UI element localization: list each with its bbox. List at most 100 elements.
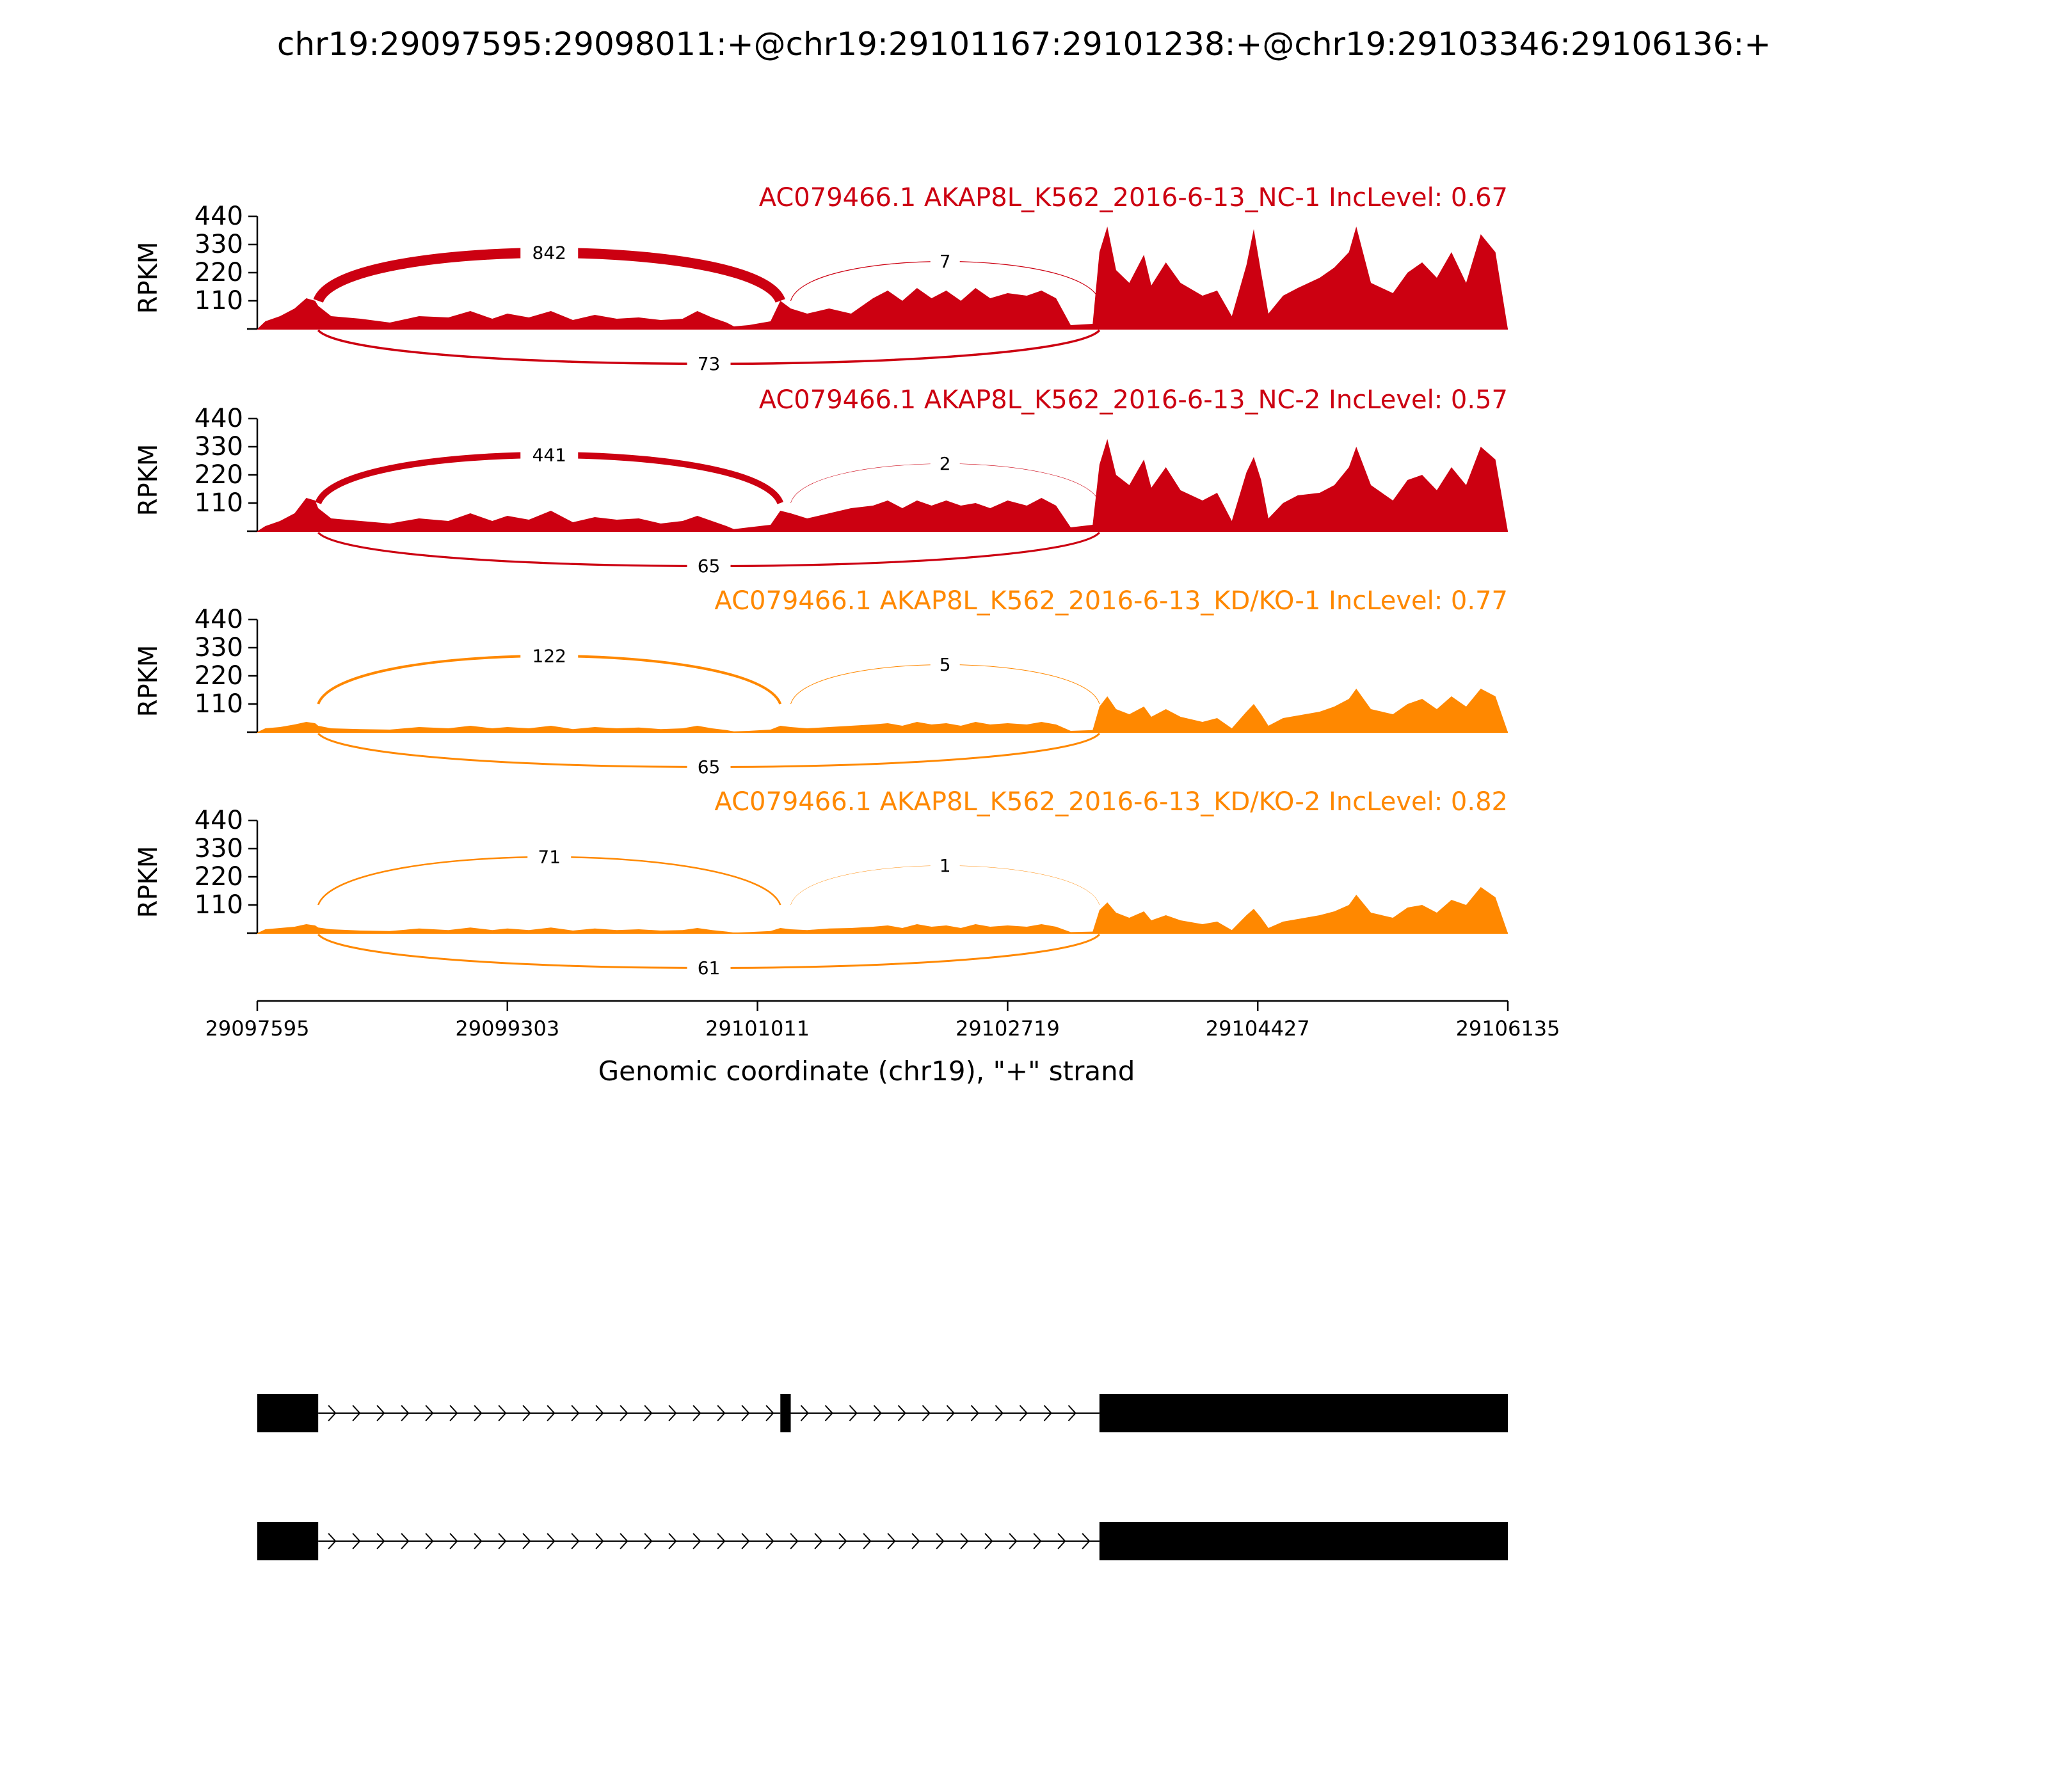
strand-arrow bbox=[911, 1533, 920, 1549]
strand-arrow bbox=[1009, 1533, 1018, 1549]
strand-arrow bbox=[425, 1405, 434, 1421]
y-tick-label: 440 bbox=[195, 404, 243, 433]
strand-arrow bbox=[814, 1533, 823, 1549]
junction-count-label: 122 bbox=[532, 646, 566, 667]
strand-arrow bbox=[741, 1533, 750, 1549]
strand-arrow bbox=[401, 1405, 410, 1421]
junction-count-label: 73 bbox=[698, 353, 721, 374]
y-tick-label: 220 bbox=[195, 862, 243, 892]
strand-arrow bbox=[800, 1405, 809, 1421]
strand-arrow bbox=[595, 1533, 604, 1549]
exon-block bbox=[257, 1522, 319, 1560]
strand-arrow bbox=[887, 1533, 896, 1549]
strand-arrow bbox=[449, 1533, 458, 1549]
x-tick-label: 29097595 bbox=[205, 1016, 310, 1041]
junction-count-label: 7 bbox=[940, 251, 951, 272]
junction-count-label: 71 bbox=[538, 847, 561, 868]
strand-arrow bbox=[970, 1405, 979, 1421]
junction-label-bg bbox=[687, 956, 731, 980]
strand-arrow bbox=[849, 1405, 858, 1421]
strand-arrow bbox=[620, 1533, 628, 1549]
junction-label-bg bbox=[930, 452, 960, 476]
strand-arrow bbox=[922, 1405, 931, 1421]
strand-arrow bbox=[547, 1533, 556, 1549]
y-tick-label: 110 bbox=[195, 689, 243, 719]
x-tick-label: 29106135 bbox=[1456, 1016, 1560, 1041]
strand-arrow bbox=[897, 1405, 906, 1421]
y-tick-label: 220 bbox=[195, 661, 243, 691]
strand-arrow bbox=[692, 1533, 701, 1549]
strand-arrow bbox=[838, 1533, 847, 1549]
strand-arrow bbox=[717, 1405, 726, 1421]
coverage-area bbox=[257, 689, 1508, 732]
track-title: AC079466.1 AKAP8L_K562_2016-6-13_NC-1 In… bbox=[759, 183, 1508, 212]
y-axis-label: RPKM bbox=[134, 846, 163, 918]
strand-arrow bbox=[946, 1405, 955, 1421]
isoform-panel bbox=[257, 1394, 1508, 1560]
figure-title: chr19:29097595:29098011:+@chr19:29101167… bbox=[276, 26, 1772, 63]
strand-arrow bbox=[474, 1405, 483, 1421]
strand-arrow bbox=[995, 1405, 1004, 1421]
junction-label-bg bbox=[520, 644, 579, 668]
junction-count-label: 842 bbox=[532, 243, 566, 264]
strand-arrow bbox=[741, 1405, 750, 1421]
exon-block bbox=[780, 1394, 791, 1432]
coverage-area bbox=[257, 887, 1508, 933]
track-title: AC079466.1 AKAP8L_K562_2016-6-13_KD/KO-2… bbox=[714, 787, 1508, 817]
junction-count-label: 65 bbox=[698, 556, 721, 577]
coverage-area bbox=[257, 439, 1508, 531]
y-axis-label: RPKM bbox=[134, 242, 163, 314]
junction-label-bg bbox=[520, 444, 579, 467]
junction-count-label: 1 bbox=[940, 855, 951, 876]
y-tick-label: 110 bbox=[195, 890, 243, 920]
strand-arrow bbox=[498, 1405, 507, 1421]
y-tick-label: 440 bbox=[195, 806, 243, 835]
strand-arrow bbox=[571, 1533, 580, 1549]
strand-arrow bbox=[668, 1405, 677, 1421]
track-title: AC079466.1 AKAP8L_K562_2016-6-13_NC-2 In… bbox=[759, 385, 1508, 415]
strand-arrow bbox=[376, 1533, 385, 1549]
y-axis-label: RPKM bbox=[134, 444, 163, 516]
strand-arrow bbox=[571, 1405, 580, 1421]
y-tick-label: 330 bbox=[195, 633, 243, 662]
junction-label-bg bbox=[520, 241, 579, 264]
strand-arrow bbox=[1043, 1405, 1052, 1421]
track-title: AC079466.1 AKAP8L_K562_2016-6-13_KD/KO-1… bbox=[714, 586, 1508, 616]
strand-arrow bbox=[498, 1533, 507, 1549]
junction-count-label: 2 bbox=[940, 453, 951, 474]
strand-arrow bbox=[449, 1405, 458, 1421]
exon-block bbox=[1099, 1522, 1508, 1560]
strand-arrow bbox=[328, 1533, 337, 1549]
exon-block bbox=[257, 1394, 319, 1432]
strand-arrow bbox=[474, 1533, 483, 1549]
strand-arrow bbox=[352, 1533, 361, 1549]
strand-arrow bbox=[1019, 1405, 1028, 1421]
exon-block bbox=[1099, 1394, 1508, 1432]
strand-arrow bbox=[936, 1533, 945, 1549]
junction-count-label: 65 bbox=[698, 756, 721, 778]
strand-arrow bbox=[522, 1533, 531, 1549]
x-tick-label: 29102719 bbox=[956, 1016, 1060, 1041]
junction-count-label: 5 bbox=[940, 654, 951, 675]
strand-arrow bbox=[863, 1533, 872, 1549]
strand-arrow bbox=[620, 1405, 628, 1421]
y-tick-label: 440 bbox=[195, 605, 243, 634]
y-tick-label: 330 bbox=[195, 230, 243, 259]
junction-count-label: 61 bbox=[698, 957, 721, 979]
junction-label-bg bbox=[687, 554, 731, 578]
strand-arrow bbox=[1068, 1405, 1076, 1421]
strand-arrow bbox=[376, 1405, 385, 1421]
y-axis-label: RPKM bbox=[134, 645, 163, 717]
strand-arrow bbox=[352, 1405, 361, 1421]
x-tick-label: 29101011 bbox=[705, 1016, 810, 1041]
isoform-model bbox=[257, 1522, 1508, 1560]
y-tick-label: 330 bbox=[195, 834, 243, 863]
strand-arrow bbox=[765, 1533, 774, 1549]
strand-arrow bbox=[668, 1533, 677, 1549]
strand-arrow bbox=[522, 1405, 531, 1421]
